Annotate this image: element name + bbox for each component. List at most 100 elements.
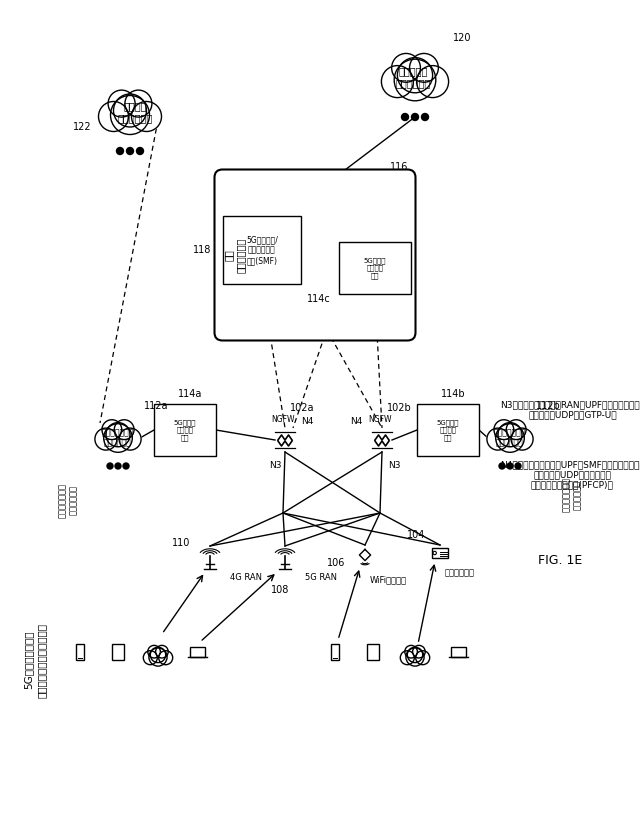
Circle shape: [123, 463, 129, 469]
Text: 102b: 102b: [387, 403, 412, 413]
Circle shape: [499, 463, 505, 469]
Circle shape: [381, 66, 413, 97]
Circle shape: [417, 66, 449, 97]
Bar: [76, 644, 84, 660]
Text: N4: N4: [350, 418, 362, 427]
Text: 102a: 102a: [290, 403, 314, 413]
Circle shape: [406, 648, 424, 666]
Bar: [451, 647, 465, 658]
Circle shape: [487, 428, 509, 450]
Bar: [431, 548, 449, 558]
Bar: [331, 644, 339, 660]
Circle shape: [108, 90, 135, 117]
Circle shape: [107, 463, 113, 469]
Circle shape: [494, 420, 514, 440]
Text: クラウド
セキュリティ: クラウド セキュリティ: [117, 102, 152, 123]
Circle shape: [136, 147, 143, 155]
Text: 分散型エッジセキュリティ: 分散型エッジセキュリティ: [37, 622, 47, 698]
Text: N3: N3: [388, 460, 400, 469]
Text: 114c: 114c: [307, 294, 331, 304]
Text: 固定アクセス: 固定アクセス: [445, 568, 475, 577]
Text: 114a: 114a: [178, 389, 202, 399]
Text: 4G RAN: 4G RAN: [230, 573, 262, 582]
Bar: [223, 216, 301, 284]
Text: NGFW: NGFW: [271, 415, 295, 424]
Text: NGFW: NGFW: [368, 415, 392, 424]
Text: 122: 122: [74, 122, 92, 132]
Text: 5Gコア制御/
シグナリング
機能(SMF): 5Gコア制御/ シグナリング 機能(SMF): [246, 235, 278, 265]
Circle shape: [496, 423, 524, 452]
Text: 106: 106: [326, 558, 345, 568]
Circle shape: [116, 147, 124, 155]
Bar: [417, 404, 479, 456]
Circle shape: [149, 648, 167, 666]
Circle shape: [104, 423, 132, 452]
Text: 118: 118: [193, 245, 211, 255]
Circle shape: [397, 57, 433, 93]
Circle shape: [99, 102, 129, 132]
Text: 112b: 112b: [536, 401, 561, 411]
Circle shape: [412, 114, 419, 120]
Circle shape: [111, 96, 150, 134]
Text: 中央データ
ネットワーク: 中央データ ネットワーク: [396, 66, 431, 88]
Circle shape: [150, 647, 166, 663]
Text: 5Gマルチアクセス: 5Gマルチアクセス: [23, 631, 33, 690]
Text: 5G RAN: 5G RAN: [305, 573, 337, 582]
Circle shape: [507, 463, 513, 469]
Text: 104: 104: [406, 530, 425, 540]
Circle shape: [119, 428, 141, 450]
Text: 5Gユーザ
プレーン
機能: 5Gユーザ プレーン 機能: [173, 419, 196, 441]
Circle shape: [416, 651, 429, 665]
Circle shape: [394, 59, 436, 101]
Text: 116: 116: [390, 162, 409, 173]
Text: N3: N3: [269, 460, 281, 469]
Circle shape: [498, 423, 522, 447]
Text: N4: N4: [301, 418, 313, 427]
Circle shape: [407, 647, 422, 663]
Text: 112a: 112a: [144, 401, 168, 411]
Text: WiFiアクセス: WiFiアクセス: [370, 576, 407, 585]
Text: 114b: 114b: [441, 389, 465, 399]
Text: N3インターフェース：RANとUPFとの間のインター
フェース（UDP上のGTP-U）: N3インターフェース：RANとUPFとの間のインター フェース（UDP上のGTP…: [500, 400, 640, 419]
Circle shape: [413, 645, 425, 658]
Circle shape: [400, 651, 414, 665]
Circle shape: [115, 420, 134, 440]
Circle shape: [113, 94, 147, 127]
Text: ローカルデータ
ネットワーク: ローカルデータ ネットワーク: [102, 428, 134, 448]
Text: ローカルデータ
ネットワーク: ローカルデータ ネットワーク: [563, 477, 582, 513]
Circle shape: [95, 428, 117, 450]
Text: 120: 120: [453, 33, 472, 43]
Circle shape: [106, 423, 130, 447]
Circle shape: [401, 114, 408, 120]
Text: N4インターフェース：UPFとSMFとの間のインター
フェース（UDP上のパケット
転送制御プロトコル(PFCP)）: N4インターフェース：UPFとSMFとの間のインター フェース（UDP上のパケッ…: [500, 460, 640, 490]
Text: 5Gユーザ
プレーン
機能: 5Gユーザ プレーン 機能: [436, 419, 460, 441]
Circle shape: [511, 428, 533, 450]
Circle shape: [422, 114, 429, 120]
Bar: [189, 647, 205, 658]
Text: 110: 110: [172, 538, 190, 548]
Circle shape: [148, 645, 161, 658]
Circle shape: [159, 651, 173, 665]
Text: ローカルデータ
ネットワーク: ローカルデータ ネットワーク: [58, 482, 77, 518]
Circle shape: [125, 90, 152, 117]
Circle shape: [392, 53, 420, 82]
Text: ローカルデータ
ネットワーク: ローカルデータ ネットワーク: [494, 428, 526, 448]
Circle shape: [515, 463, 521, 469]
Bar: [367, 644, 379, 660]
Bar: [112, 644, 124, 660]
Text: コア
ネットワーク: コア ネットワーク: [224, 238, 245, 273]
Circle shape: [143, 651, 157, 665]
Text: 5Gユーザ
プレーン
機能: 5Gユーザ プレーン 機能: [364, 257, 387, 279]
Circle shape: [404, 645, 417, 658]
Bar: [154, 404, 216, 456]
Circle shape: [410, 53, 438, 82]
Circle shape: [131, 102, 161, 132]
Circle shape: [127, 147, 134, 155]
Circle shape: [506, 420, 526, 440]
Circle shape: [115, 463, 121, 469]
Circle shape: [102, 420, 122, 440]
Bar: [339, 242, 411, 294]
Text: FIG. 1E: FIG. 1E: [538, 554, 582, 567]
Text: 108: 108: [271, 585, 289, 595]
FancyBboxPatch shape: [214, 170, 415, 341]
